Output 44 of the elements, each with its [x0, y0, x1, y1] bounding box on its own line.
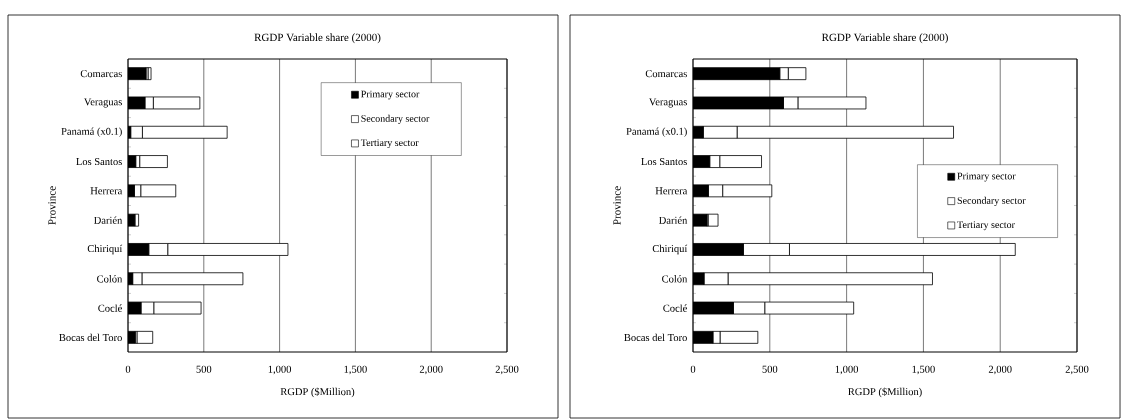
- x-tick-label: 1,000: [268, 365, 292, 375]
- x-tick-label: 2,500: [1065, 365, 1089, 375]
- x-tick-label: 1,500: [344, 365, 367, 375]
- x-tick-label: 0: [125, 365, 131, 373]
- y-tick-label: Colón: [662, 275, 688, 283]
- x-axis-title: RGDP ($Million): [848, 387, 922, 398]
- y-tick-label: Panamá (x0.1): [61, 127, 122, 138]
- x-tick-label: 500: [762, 365, 778, 373]
- x-axis-title: RGDP ($Million): [280, 387, 355, 398]
- x-tick-label: 1,500: [912, 365, 935, 375]
- y-tick-label: Los Santos: [641, 158, 687, 166]
- y-tick-label: Veraguas: [83, 98, 122, 108]
- y-tick-label: Chiriquí: [87, 244, 123, 255]
- x-tick-label: 2,000: [988, 365, 1012, 375]
- legend-label: Tertiary sector: [957, 221, 1015, 231]
- y-tick-label: Coclé: [663, 304, 687, 312]
- y-tick-label: Chiriquí: [652, 244, 688, 255]
- chart-title: RGDP Variable share (2000): [254, 33, 381, 44]
- y-tick-label: Bocas del Toro: [624, 333, 687, 342]
- legend-label: Primary sector: [957, 172, 1016, 182]
- y-tick-label: Comarcas: [80, 70, 122, 78]
- y-tick-label: Los Santos: [76, 158, 122, 166]
- y-tick-label: Coclé: [98, 304, 122, 312]
- y-tick-label: Veraguas: [648, 98, 687, 108]
- y-tick-label: Panamá (x0.1): [626, 127, 687, 138]
- x-tick-label: 1,000: [835, 365, 859, 375]
- y-tick-label: Herrera: [655, 187, 688, 195]
- legend-label: Tertiary sector: [360, 139, 419, 149]
- y-tick-label: Herrera: [90, 187, 123, 195]
- x-tick-label: 0: [690, 365, 696, 373]
- y-tick-label: Darién: [94, 216, 123, 224]
- y-axis-title: Province: [613, 186, 621, 225]
- y-tick-label: Colón: [97, 275, 123, 283]
- y-tick-label: Comarcas: [645, 70, 687, 78]
- legend-label: Secondary sector: [957, 196, 1026, 206]
- chart-title: RGDP Variable share (2000): [821, 33, 948, 44]
- x-tick-label: 2,000: [419, 365, 443, 375]
- legend-label: Secondary sector: [361, 114, 430, 124]
- y-tick-label: Darién: [659, 216, 688, 224]
- y-tick-label: Bocas del Toro: [59, 333, 122, 342]
- x-tick-label: 500: [196, 365, 212, 373]
- x-tick-label: 2,500: [495, 365, 519, 375]
- y-axis-title: Province: [48, 186, 56, 225]
- legend-label: Primary sector: [361, 90, 420, 100]
